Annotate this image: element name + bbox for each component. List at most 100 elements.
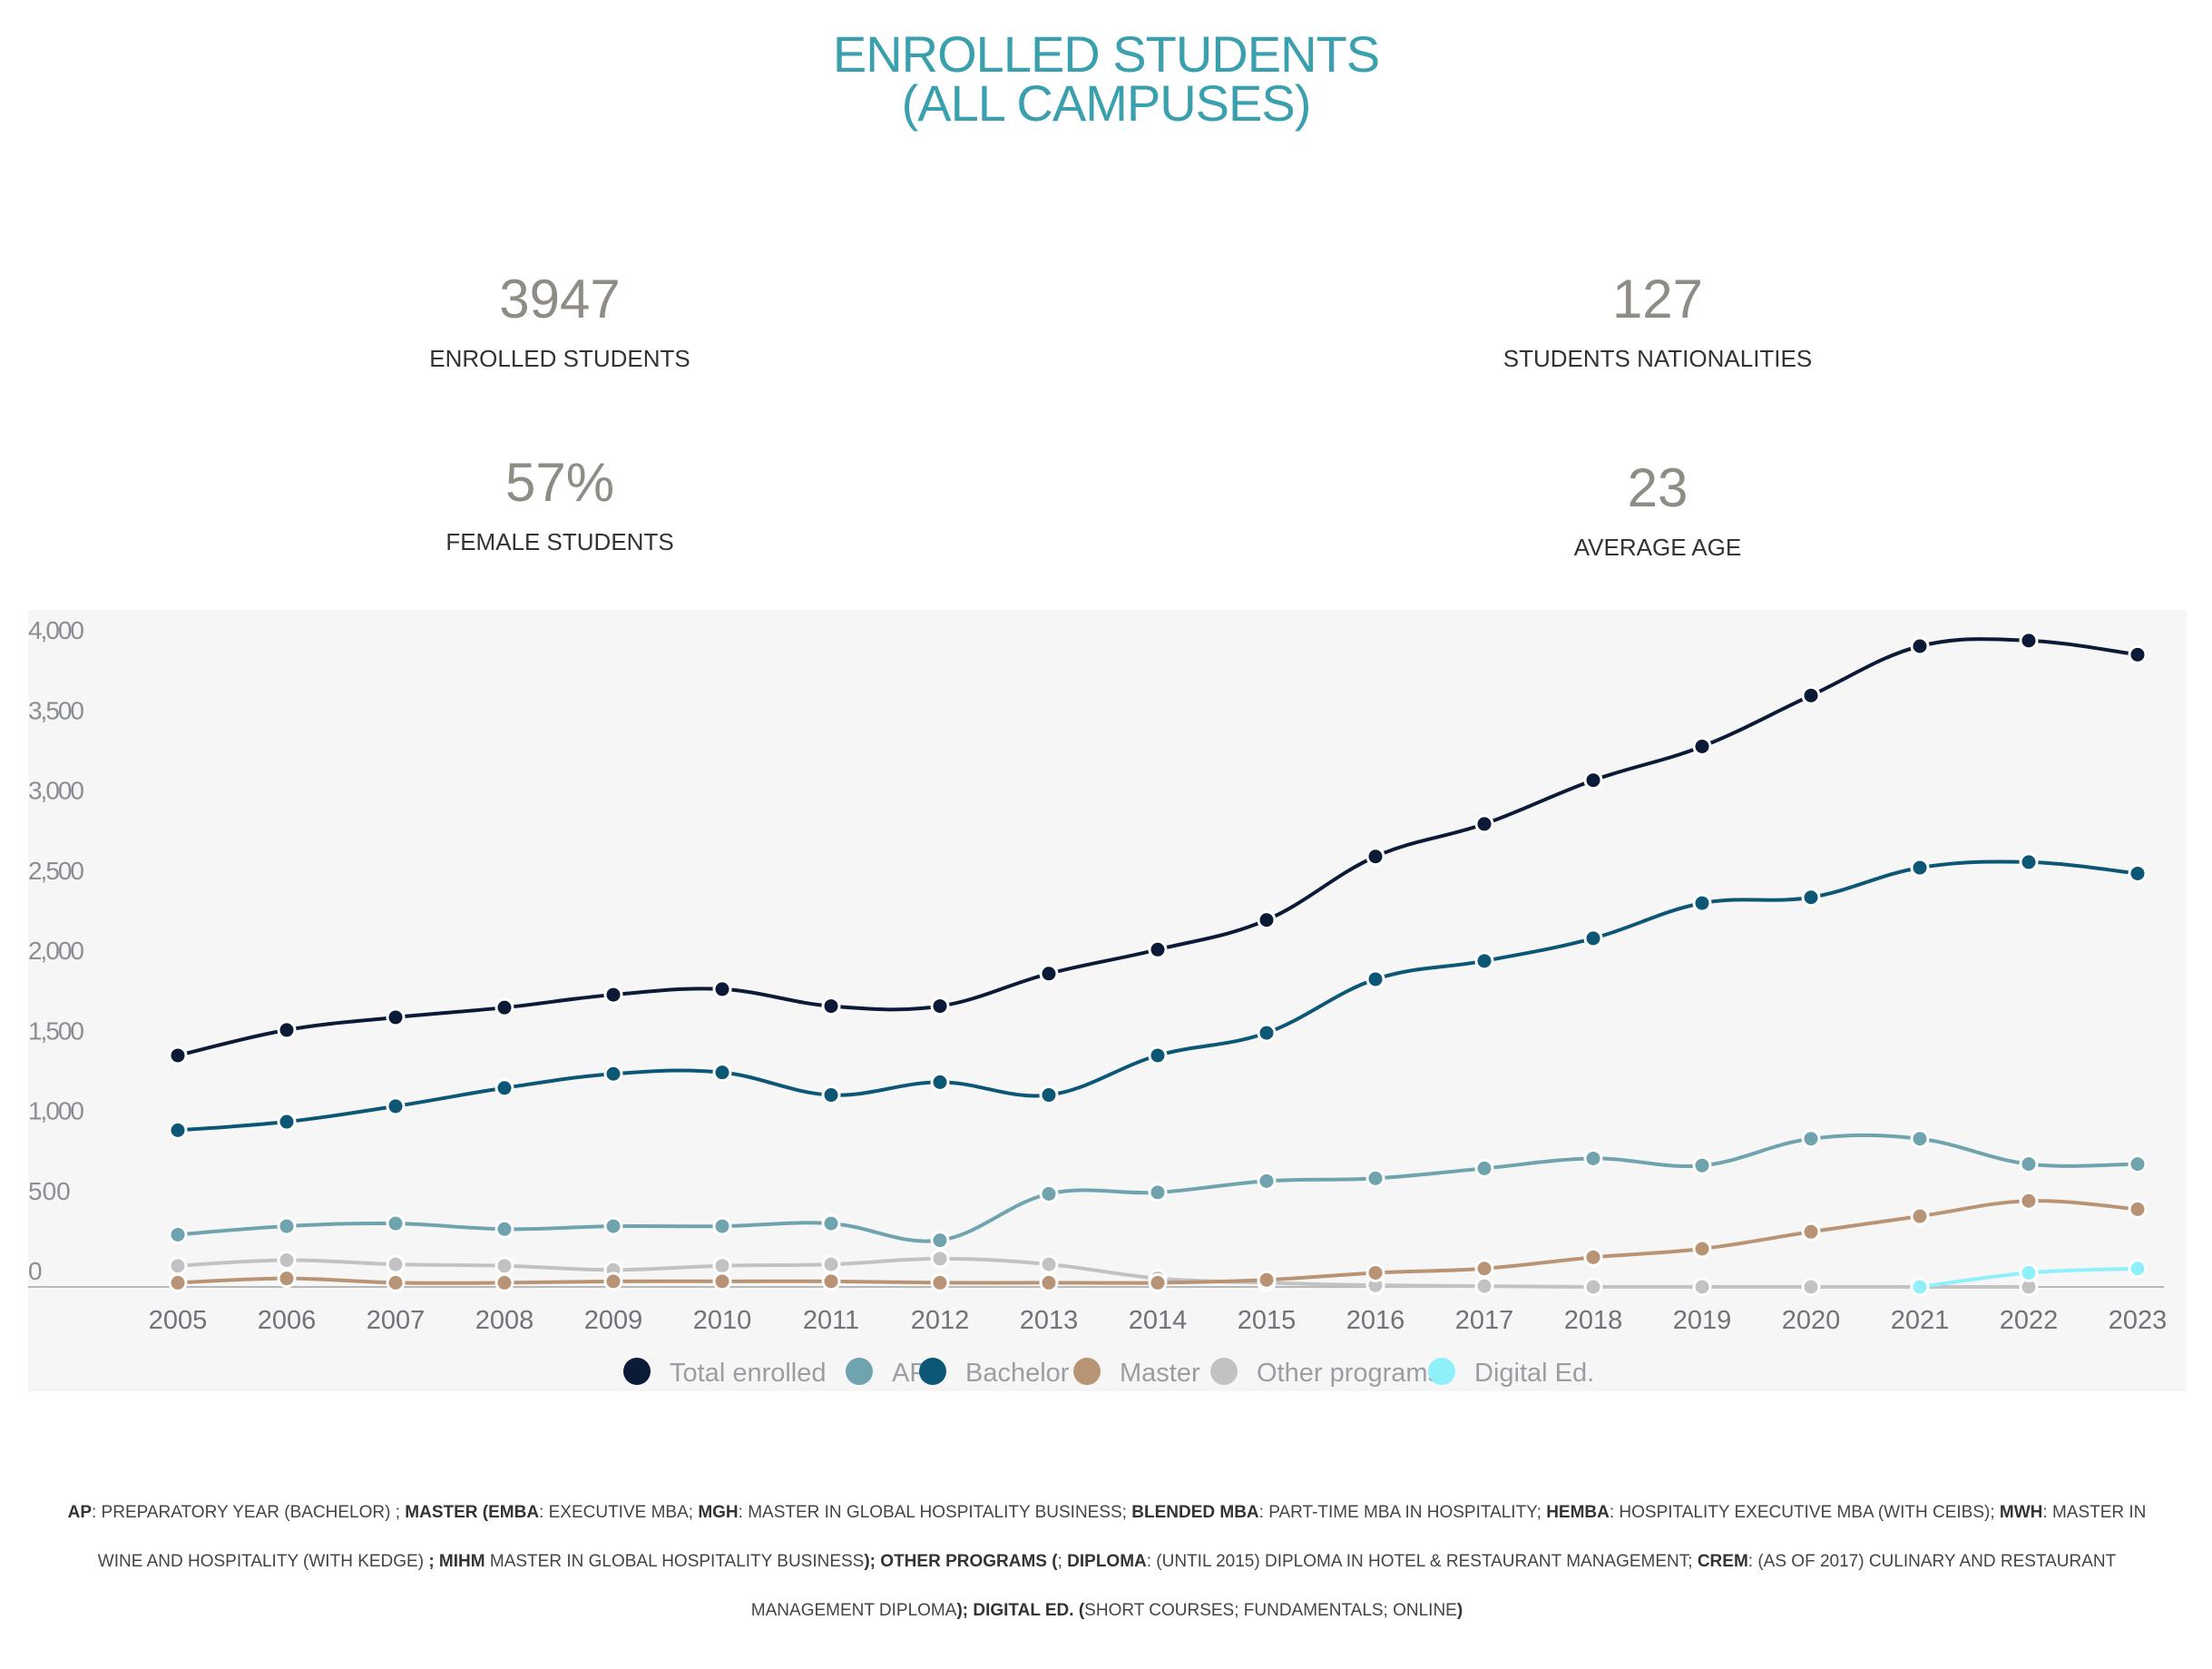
x-tick-label: 2012 <box>911 1306 970 1335</box>
x-tick-label: 2010 <box>693 1306 752 1335</box>
x-tick-label: 2020 <box>1782 1306 1841 1335</box>
stat-label: AVERAGE AGE <box>1573 534 1742 561</box>
legend-item[interactable]: Master <box>1073 1358 1200 1388</box>
x-tick-label: 2007 <box>367 1306 426 1335</box>
y-tick-label: 2,000 <box>28 937 84 965</box>
data-point <box>603 1216 623 1236</box>
data-point <box>494 1256 514 1276</box>
data-point <box>2019 631 2039 651</box>
footnote-term: DIPLOMA <box>1067 1552 1147 1571</box>
data-point <box>1583 1247 1603 1267</box>
footnote-text: : MASTER IN GLOBAL HOSPITALITY BUSINESS; <box>738 1503 1132 1522</box>
legend-marker-icon <box>919 1358 946 1385</box>
footnote-term: AP <box>67 1503 92 1522</box>
data-point <box>2019 852 2039 872</box>
data-point <box>821 996 841 1016</box>
data-point <box>712 1216 732 1236</box>
legend-label: Digital Ed. <box>1474 1359 1594 1388</box>
stat-label: ENROLLED STUDENTS <box>429 345 690 372</box>
data-point <box>168 1120 188 1140</box>
data-point <box>386 1007 406 1027</box>
data-point <box>2128 863 2148 883</box>
footnote-text: : EXECUTIVE MBA; <box>539 1503 699 1522</box>
data-point <box>712 1063 732 1083</box>
stat-label: STUDENTS NATIONALITIES <box>1502 345 1813 372</box>
footnote-term: MGH <box>698 1503 739 1522</box>
data-point <box>1801 1277 1821 1297</box>
data-point <box>1692 1155 1712 1175</box>
footnote-text: : MASTER IN WINE AND HOSPITALITY (WITH K… <box>97 1503 2147 1571</box>
y-tick-label: 3,000 <box>28 777 84 805</box>
data-point <box>1801 685 1821 705</box>
data-point <box>494 1219 514 1239</box>
legend-marker-icon <box>623 1358 651 1385</box>
series-bachelor <box>168 852 2148 1140</box>
data-point <box>1365 969 1385 989</box>
footnote-term: MASTER (EMBA <box>405 1503 540 1522</box>
y-tick-label: 4,000 <box>28 616 84 644</box>
series-master <box>168 1191 2148 1292</box>
data-point <box>603 1271 623 1291</box>
data-point <box>1474 1158 1494 1178</box>
data-point <box>1257 1270 1277 1290</box>
stat-nationalities: 127 STUDENTS NATIONALITIES <box>1295 272 2021 373</box>
series-ap <box>168 1129 2148 1251</box>
data-point <box>1692 736 1712 756</box>
data-point <box>494 1078 514 1098</box>
stat-female: 57% FEMALE STUDENTS <box>197 456 923 556</box>
data-point <box>821 1213 841 1233</box>
data-point <box>1039 1085 1059 1105</box>
y-tick-label: 2,500 <box>28 857 84 885</box>
legend: Total enrolled AP Bachelor Master Other prog… <box>623 1358 1594 1388</box>
data-point <box>1801 1222 1821 1242</box>
data-point <box>1039 1183 1059 1203</box>
data-point <box>168 1046 188 1065</box>
data-point <box>1910 636 1930 656</box>
stat-value: 3947 <box>499 269 621 329</box>
x-tick-label: 2014 <box>1129 1306 1188 1335</box>
footnote-text: : PREPARATORY YEAR (BACHELOR) ; <box>92 1503 406 1522</box>
legend-item[interactable]: Bachelor <box>919 1358 1070 1388</box>
data-point <box>1474 1259 1494 1279</box>
y-tick-label: 1,000 <box>28 1097 84 1125</box>
data-point <box>1148 1046 1168 1065</box>
series-total-enrolled <box>168 631 2148 1065</box>
footnote: AP: PREPARATORY YEAR (BACHELOR) ; MASTER… <box>54 1488 2159 1635</box>
data-point <box>1257 1171 1277 1191</box>
footnote-text: SHORT COURSES; FUNDAMENTALS; ONLINE <box>1084 1601 1457 1620</box>
series-line <box>177 1256 2029 1290</box>
footnote-term: MWH <box>1999 1503 2043 1522</box>
data-point <box>2019 1191 2039 1211</box>
data-point <box>1257 910 1277 930</box>
x-tick-label: 2009 <box>584 1306 643 1335</box>
stat-enrolled: 3947 ENROLLED STUDENTS <box>197 272 923 373</box>
data-point <box>168 1272 188 1292</box>
legend-label: Other programs <box>1257 1359 1441 1388</box>
series-line <box>177 637 2139 1057</box>
data-point <box>277 1020 297 1040</box>
x-tick-label: 2013 <box>1020 1306 1079 1335</box>
data-point <box>1583 771 1603 790</box>
x-tick-label: 2021 <box>1891 1306 1950 1335</box>
legend-item[interactable]: Digital Ed. <box>1428 1358 1594 1388</box>
data-point <box>386 1213 406 1233</box>
legend-item[interactable]: Total enrolled <box>623 1358 827 1388</box>
data-point <box>821 1085 841 1105</box>
data-point <box>1148 939 1168 959</box>
data-point <box>1910 1129 1930 1149</box>
data-point <box>494 997 514 1017</box>
legend-item[interactable]: Other programs <box>1210 1358 1441 1388</box>
data-point <box>1692 893 1712 913</box>
footnote-term: ); OTHER PROGRAMS ( <box>864 1552 1058 1571</box>
footnote-text: : (AS OF 2017) CULINARY AND RESTAURANT M… <box>750 1552 2117 1620</box>
data-point <box>603 1064 623 1084</box>
stat-value: 57% <box>504 452 615 513</box>
data-point <box>821 1254 841 1274</box>
data-point <box>1692 1239 1712 1259</box>
x-tick-label: 2015 <box>1238 1306 1297 1335</box>
stat-average-age: 23 AVERAGE AGE <box>1295 461 2021 562</box>
legend-item[interactable]: AP <box>846 1358 927 1388</box>
data-point <box>386 1096 406 1116</box>
data-point <box>2128 1259 2148 1279</box>
